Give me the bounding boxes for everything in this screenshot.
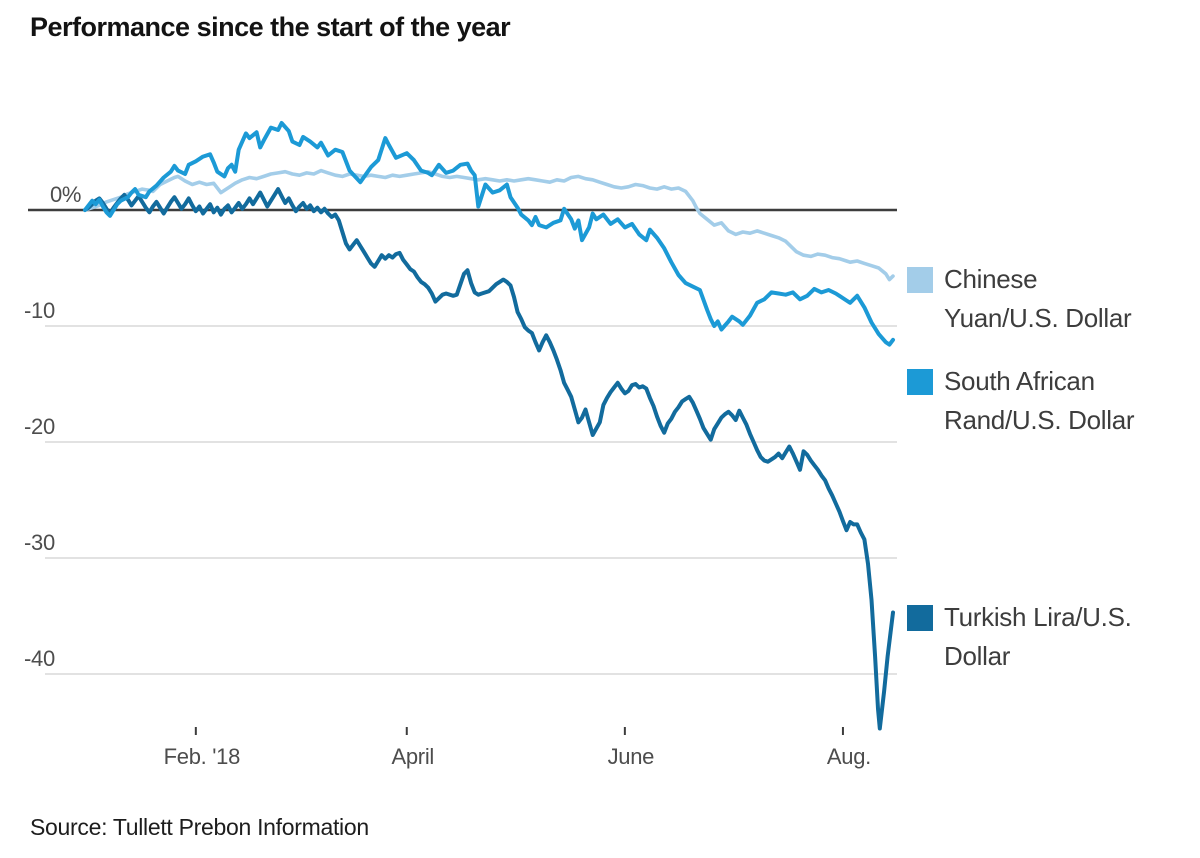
legend-label-line: Dollar (944, 641, 1011, 671)
source-note: Source: Tullett Prebon Information (30, 814, 369, 840)
legend-swatch-icon (907, 369, 933, 395)
legend-swatch-icon (907, 267, 933, 293)
legend-label: Chinese Yuan/U.S. Dollar (944, 260, 1132, 338)
x-axis-label: June (607, 744, 655, 769)
x-axis-label: April (391, 744, 435, 769)
chart-legend: Chinese Yuan/U.S. Dollar South African R… (907, 0, 1197, 858)
x-axis-label: Feb. '18 (163, 744, 241, 769)
legend-swatch-icon (907, 605, 933, 631)
legend-item-chinese-yuan: Chinese Yuan/U.S. Dollar (907, 260, 1132, 338)
legend-label: Turkish Lira/U.S. Dollar (944, 598, 1132, 676)
legend-label-line: Yuan/U.S. Dollar (944, 303, 1132, 333)
legend-label-line: Rand/U.S. Dollar (944, 405, 1135, 435)
y-axis-label: -30 (24, 530, 55, 555)
series-line-turkish-lira (83, 187, 895, 731)
legend-label-line: Chinese (944, 264, 1038, 294)
series-line-south-african-rand (83, 121, 895, 347)
series-line-chinese-yuan (83, 168, 895, 282)
y-axis-label: 0% (50, 182, 82, 207)
y-axis-label: -10 (24, 298, 55, 323)
y-axis-label: -20 (24, 414, 55, 439)
legend-item-south-african-rand: South African Rand/U.S. Dollar (907, 362, 1135, 440)
x-axis-label: Aug. (826, 744, 871, 769)
legend-label: South African Rand/U.S. Dollar (944, 362, 1135, 440)
legend-item-turkish-lira: Turkish Lira/U.S. Dollar (907, 598, 1132, 676)
legend-label-line: South African (944, 366, 1095, 396)
legend-label-line: Turkish Lira/U.S. (944, 602, 1132, 632)
chart-title: Performance since the start of the year (30, 12, 511, 42)
y-axis-label: -40 (24, 646, 55, 671)
